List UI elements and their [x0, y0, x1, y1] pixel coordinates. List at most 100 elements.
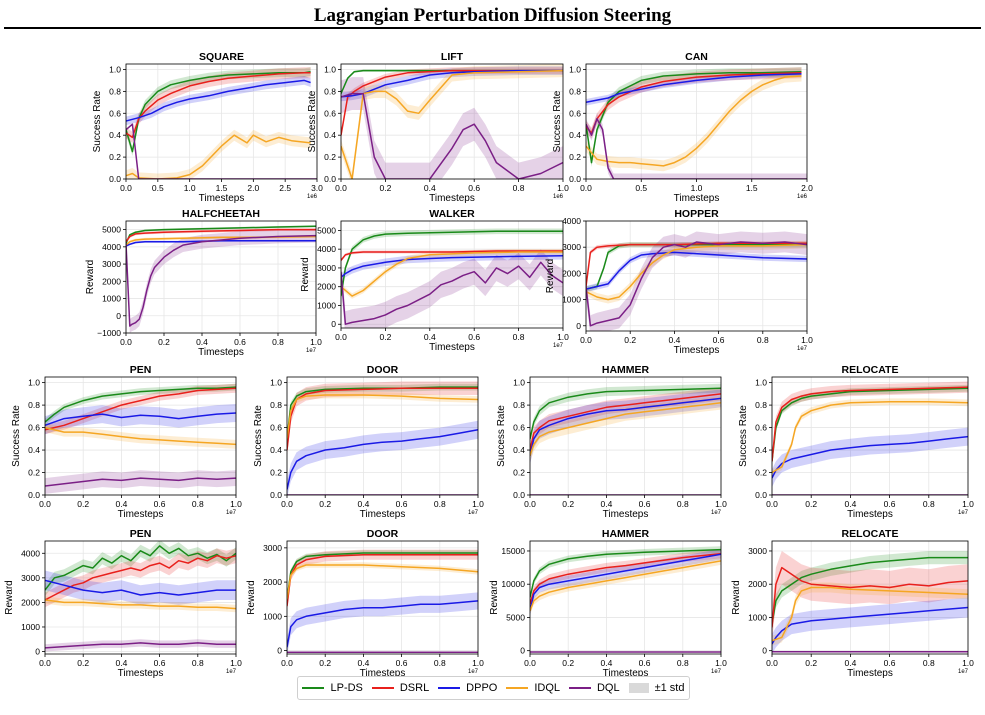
x-tick-label: 0.0 — [335, 332, 347, 342]
x-tick-label: 0.6 — [639, 658, 651, 668]
x-axis-label: Timesteps — [199, 193, 245, 204]
y-tick-label: 0.4 — [755, 445, 767, 455]
chart-title: SQUARE — [199, 51, 244, 63]
std-band-dppo — [772, 597, 968, 654]
series-line-idql — [530, 402, 721, 456]
std-band-dsrl — [772, 381, 968, 467]
series-line-dppo — [341, 254, 563, 278]
y-tick-label: 0.4 — [28, 445, 40, 455]
x-tick-label: 1.0 — [472, 658, 484, 668]
std-band-lp-ds — [772, 551, 968, 631]
x-tick-label: 0.6 — [468, 332, 480, 342]
series-line-lp-ds — [772, 387, 968, 462]
y-tick-label: 1000 — [317, 300, 336, 310]
axes-frame — [44, 540, 237, 655]
std-band-lp-ds — [530, 383, 721, 444]
series-line-idql — [772, 400, 968, 474]
x-tick-label: 1.0 — [230, 658, 242, 668]
x-tick-label: 0.2 — [319, 499, 331, 509]
series-line-lp-ds — [45, 386, 236, 423]
series-line-dsrl — [530, 393, 721, 451]
x-tick-label: 0.2 — [77, 499, 89, 509]
y-tick-label: 1000 — [102, 294, 121, 304]
y-tick-label: 3000 — [562, 242, 581, 252]
y-tick-label: 1.0 — [569, 64, 581, 74]
legend-item-dql: DQL — [568, 682, 620, 694]
legend-item-idql: IDQL — [506, 682, 560, 694]
chart-halfcheetah-3: 0.0 0.2 0.4 0.6 0.8 1.0 −1000 0 1000 2000 3000 4000… — [85, 208, 322, 358]
x-tick-label: 0.2 — [77, 658, 89, 668]
x-tick-label: 0.8 — [513, 183, 525, 193]
chart-title: PEN — [130, 528, 152, 540]
series-line-dsrl — [126, 72, 311, 139]
chart-hammer-8: 0.0 0.2 0.4 0.6 0.8 1.00.00.20.40.60.81.01e7H… — [496, 364, 727, 520]
series-line-idql — [45, 599, 236, 610]
y-tick-label: 2000 — [263, 577, 282, 587]
y-axis-label: Success Rate — [92, 90, 103, 152]
x-tick-label: 0.2 — [562, 658, 574, 668]
series-line-dql — [586, 118, 807, 179]
x-tick-label: 0.6 — [234, 337, 246, 347]
y-tick-label: 3000 — [748, 546, 767, 556]
x-tick-label: 0.8 — [513, 332, 525, 342]
y-tick-label: 2000 — [102, 276, 121, 286]
y-tick-label: 0 — [331, 319, 336, 329]
x-tick-label: 0.2 — [379, 332, 391, 342]
chart-title: HALFCHEETAH — [182, 208, 260, 220]
y-tick-label: 2000 — [562, 268, 581, 278]
std-band-idql — [530, 396, 721, 463]
y-axis-label: Success Rate — [307, 90, 318, 152]
x-multiplier-label: 1e7 — [711, 669, 722, 675]
series-line-dppo — [287, 600, 478, 648]
y-tick-label: 3000 — [21, 573, 40, 583]
x-tick-label: 0.8 — [434, 658, 446, 668]
std-band-dsrl — [772, 551, 968, 644]
y-tick-label: 4000 — [317, 244, 336, 254]
y-tick-label: 15000 — [501, 546, 525, 556]
x-tick-label: 0.6 — [468, 183, 480, 193]
chart-relocate-13: 0.0 0.2 0.4 0.6 0.8 1.0 0 1000 2000 3000 1e7 RELOCA… — [731, 528, 974, 679]
x-axis-label: Timesteps — [847, 668, 893, 679]
chart-door-7: 0.0 0.2 0.4 0.6 0.8 1.00.00.20.40.60.81.01e7D… — [253, 364, 484, 520]
std-band-idql — [530, 557, 721, 615]
x-tick-label: 0.8 — [923, 499, 935, 509]
std-band-lp-ds — [126, 67, 311, 156]
std-band-lp-ds — [530, 546, 721, 601]
x-tick-label: 0.2 — [379, 183, 391, 193]
std-band-idql — [287, 562, 478, 602]
series-line-idql — [772, 586, 968, 642]
series-line-dppo — [287, 429, 478, 490]
chart-title: DOOR — [367, 364, 399, 376]
legend-label-lp-ds: LP-DS — [330, 682, 363, 694]
y-tick-label: 0.0 — [569, 174, 581, 184]
x-multiplier-label: 1e7 — [468, 510, 479, 516]
series-line-idql — [287, 564, 478, 600]
chart-lift-1: 0.0 0.2 0.4 0.6 0.8 1.00.00.20.40.60.81.01e6L… — [307, 51, 569, 204]
std-band-dsrl — [126, 67, 311, 143]
x-tick-label: 0.6 — [884, 499, 896, 509]
x-tick-label: 0.8 — [434, 499, 446, 509]
legend: LP-DS DSRL DPPO IDQL DQL ±1 std — [297, 676, 690, 700]
series-line-dppo — [530, 553, 721, 611]
std-band-idql — [126, 129, 311, 179]
y-tick-label: 0.6 — [109, 108, 121, 118]
series-line-dsrl — [287, 387, 478, 451]
series-line-dql — [126, 123, 317, 179]
x-axis-label: Timesteps — [118, 668, 164, 679]
page-title: Lagrangian Perturbation Diffusion Steeri… — [313, 5, 672, 26]
y-tick-label: 0.6 — [513, 423, 525, 433]
series-line-idql — [287, 394, 478, 439]
chart-relocate-9: 0.0 0.2 0.4 0.6 0.8 1.00.00.20.40.60.81.01e7R… — [738, 364, 974, 520]
x-axis-label: Timesteps — [674, 193, 720, 204]
axes-frame — [771, 376, 969, 496]
series-line-dsrl — [586, 242, 807, 287]
std-band-dppo — [341, 252, 563, 282]
x-tick-label: 0.0 — [524, 499, 536, 509]
chart-title: HOPPER — [674, 208, 719, 220]
series-line-idql — [530, 560, 721, 612]
y-tick-label: 0.4 — [569, 130, 581, 140]
x-tick-label: 0.2 — [805, 499, 817, 509]
x-axis-label: Timesteps — [603, 668, 649, 679]
chart-title: WALKER — [429, 208, 475, 220]
x-tick-label: 0.4 — [115, 499, 127, 509]
